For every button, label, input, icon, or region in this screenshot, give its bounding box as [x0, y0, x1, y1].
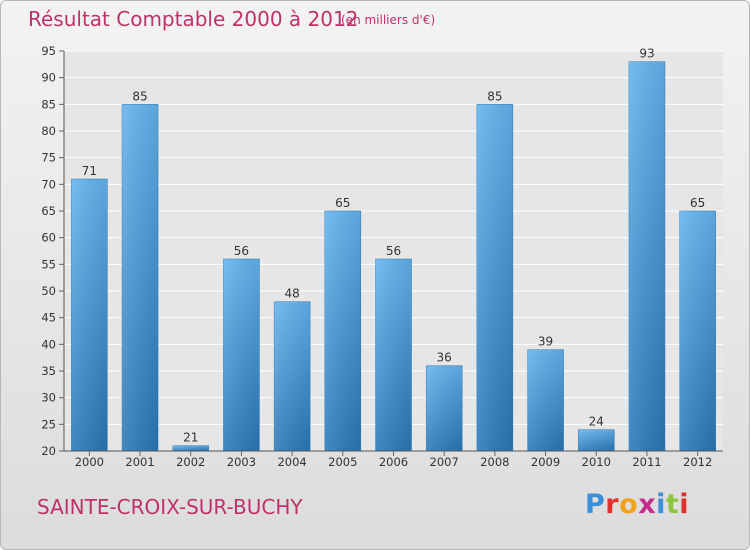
logo-letter: i [656, 489, 666, 520]
data-label: 65 [690, 196, 705, 210]
data-label: 36 [437, 351, 452, 365]
data-label: 56 [234, 244, 249, 258]
y-tick-label: 50 [41, 284, 56, 298]
y-tick-label: 25 [41, 417, 56, 431]
data-label: 71 [82, 164, 97, 178]
y-tick-label: 95 [41, 44, 56, 58]
y-tick-label: 70 [41, 177, 56, 191]
x-tick-label: 2005 [328, 455, 357, 469]
x-tick-label: 2004 [277, 455, 306, 469]
bar-shade [375, 259, 412, 451]
data-label: 24 [589, 415, 604, 429]
bar-shade [223, 259, 260, 451]
logo-letter: o [619, 489, 639, 520]
data-label: 39 [538, 335, 553, 349]
x-tick-label: 2008 [480, 455, 509, 469]
y-tick-label: 40 [41, 337, 56, 351]
bar-shade [476, 104, 513, 451]
x-tick-label: 2012 [683, 455, 712, 469]
logo-letter: P [585, 489, 606, 520]
y-tick-label: 85 [41, 97, 56, 111]
chart-title: Résultat Comptable 2000 à 2012 [28, 7, 359, 31]
y-tick-label: 65 [41, 204, 56, 218]
x-tick-label: 2000 [75, 455, 104, 469]
x-tick-label: 2011 [632, 455, 661, 469]
y-tick-label: 60 [41, 231, 56, 245]
y-tick-label: 20 [41, 444, 56, 458]
x-tick-label: 2007 [430, 455, 459, 469]
x-tick-label: 2001 [125, 455, 154, 469]
bar-shade [172, 445, 209, 451]
x-tick-label: 2009 [531, 455, 560, 469]
commune-name: SAINTE-CROIX-SUR-BUCHY [37, 495, 303, 519]
proxiti-logo[interactable]: Proxiti [585, 489, 689, 520]
data-label: 65 [335, 196, 350, 210]
chart-subtitle: (en milliers d'€) [341, 13, 436, 27]
bar-shade [426, 365, 463, 451]
y-tick-label: 75 [41, 151, 56, 165]
logo-letter: r [605, 489, 620, 520]
x-tick-label: 2003 [227, 455, 256, 469]
y-tick-label: 35 [41, 364, 56, 378]
bar-shade [679, 211, 716, 451]
y-tick-label: 80 [41, 124, 56, 138]
x-tick-label: 2002 [176, 455, 205, 469]
x-tick-label: 2006 [379, 455, 408, 469]
logo-letter: i [679, 489, 690, 520]
data-label: 93 [639, 47, 654, 61]
data-label: 21 [183, 431, 198, 445]
logo-letter: t [665, 489, 680, 520]
bar-shade [71, 179, 108, 451]
bar-shade [122, 104, 159, 451]
bar-shade [578, 429, 615, 451]
bar-shade [628, 61, 665, 452]
bar-shade [274, 301, 311, 451]
y-tick-label: 45 [41, 311, 56, 325]
data-label: 85 [132, 89, 147, 103]
y-tick-label: 55 [41, 257, 56, 271]
data-label: 85 [487, 89, 502, 103]
logo-letter: x [638, 489, 657, 520]
bar-shade [527, 349, 564, 451]
bar-shade [324, 211, 361, 451]
data-label: 56 [386, 244, 401, 258]
y-tick-label: 30 [41, 391, 56, 405]
x-tick-label: 2010 [582, 455, 611, 469]
data-label: 48 [284, 287, 299, 301]
y-tick-label: 90 [41, 71, 56, 85]
